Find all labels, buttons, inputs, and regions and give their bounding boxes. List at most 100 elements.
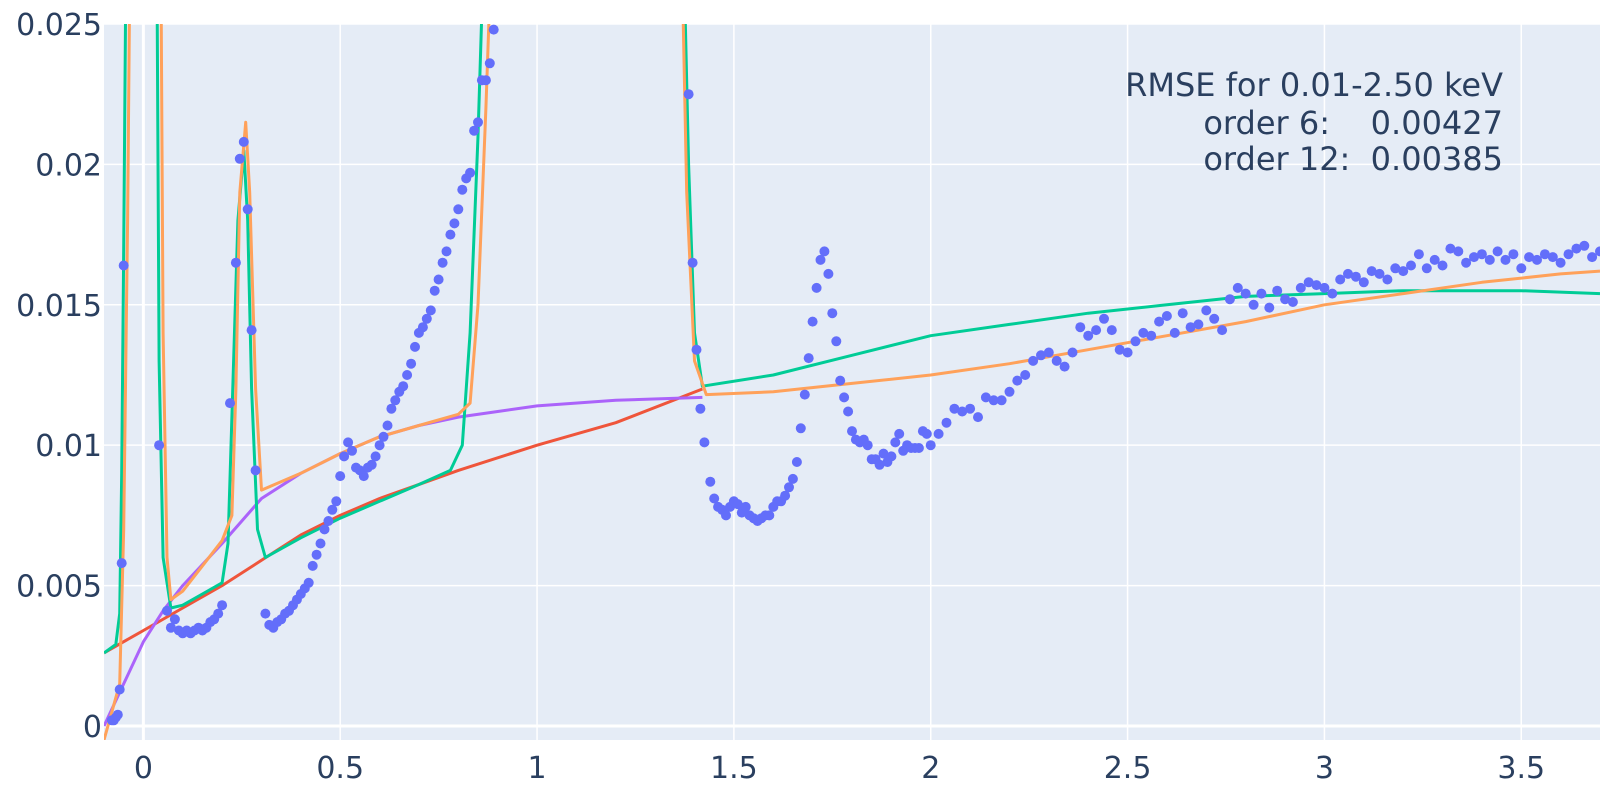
data-point <box>398 381 409 392</box>
data-point <box>1043 347 1054 358</box>
data-point <box>1358 277 1369 288</box>
data-point <box>843 406 854 417</box>
data-point <box>410 341 420 352</box>
data-point <box>343 437 354 448</box>
data-point <box>1099 313 1109 324</box>
y-tick-label: 0.02 <box>35 148 102 183</box>
x-tick-label: 2.5 <box>1104 751 1152 786</box>
data-point <box>488 24 499 35</box>
data-point <box>382 420 393 431</box>
data-point <box>1429 254 1440 265</box>
data-point <box>1343 268 1353 279</box>
data-point <box>1036 350 1046 361</box>
data-point <box>1366 266 1377 277</box>
data-point <box>683 89 694 100</box>
data-point <box>784 482 794 493</box>
data-point <box>339 451 350 462</box>
data-point <box>787 473 798 484</box>
data-point <box>1335 274 1346 285</box>
data-point <box>366 459 377 470</box>
data-point <box>705 476 716 487</box>
data-point <box>699 437 710 448</box>
data-point <box>1091 325 1102 336</box>
data-points-series <box>106 24 1600 726</box>
data-point <box>165 622 176 633</box>
data-point <box>116 558 127 569</box>
data-point <box>1020 370 1031 380</box>
data-point <box>949 403 960 414</box>
data-point <box>417 322 428 333</box>
data-point <box>1382 274 1393 285</box>
data-point <box>780 490 791 501</box>
data-point <box>1303 277 1314 288</box>
data-point <box>862 440 873 451</box>
data-point <box>815 254 826 265</box>
data-point <box>370 451 381 462</box>
data-point <box>319 524 330 535</box>
data-point <box>1579 240 1590 251</box>
y-tick-label: 0 <box>83 710 102 745</box>
data-point <box>1248 299 1259 310</box>
data-point <box>1547 252 1558 263</box>
data-point <box>260 608 271 619</box>
data-point <box>250 465 261 476</box>
data-point <box>941 417 952 428</box>
data-point <box>441 246 452 257</box>
data-point <box>1083 330 1094 341</box>
data-point <box>457 184 468 195</box>
data-point <box>386 403 397 414</box>
data-point <box>1161 311 1172 321</box>
data-point <box>421 313 432 324</box>
x-tick-label: 2 <box>921 751 940 786</box>
data-point <box>925 440 936 451</box>
data-point <box>1201 305 1212 316</box>
data-point <box>390 395 401 406</box>
data-point <box>957 406 968 417</box>
data-point <box>1075 322 1086 333</box>
data-point <box>358 471 369 482</box>
data-point <box>1437 260 1448 271</box>
data-point <box>1421 263 1432 274</box>
data-point <box>315 538 326 549</box>
data-point <box>1319 282 1330 293</box>
data-point <box>973 412 983 423</box>
data-point <box>425 305 436 316</box>
data-point <box>811 282 822 293</box>
data-point <box>1311 280 1322 291</box>
data-point <box>234 153 245 164</box>
data-point <box>988 395 999 406</box>
data-point <box>1177 308 1188 319</box>
data-point <box>480 75 491 86</box>
data-point <box>791 457 802 467</box>
series-layer <box>104 24 1600 740</box>
data-point <box>1500 254 1511 265</box>
data-point <box>831 336 842 347</box>
data-point <box>445 229 456 240</box>
data-point <box>213 608 224 619</box>
data-point <box>894 428 905 439</box>
data-point <box>687 257 698 268</box>
data-point <box>433 274 444 285</box>
data-point <box>1492 246 1503 257</box>
data-point <box>484 58 495 69</box>
data-point <box>1413 249 1424 260</box>
data-point <box>238 136 249 147</box>
data-point <box>799 389 810 400</box>
data-point <box>162 605 172 616</box>
data-point <box>1453 246 1464 257</box>
data-point <box>1287 297 1298 307</box>
data-point <box>1169 327 1180 338</box>
data-point <box>1374 268 1385 279</box>
data-point <box>449 218 460 229</box>
data-point <box>217 600 228 611</box>
data-point <box>1154 316 1165 327</box>
data-point <box>327 504 338 515</box>
data-point <box>827 308 838 319</box>
data-point <box>1524 252 1535 263</box>
data-point <box>169 614 180 625</box>
rmse-annotation-line-3: order 12: 0.00385 <box>1203 140 1503 178</box>
data-point <box>1185 322 1196 333</box>
data-point <box>1555 257 1566 268</box>
data-point <box>378 431 389 442</box>
